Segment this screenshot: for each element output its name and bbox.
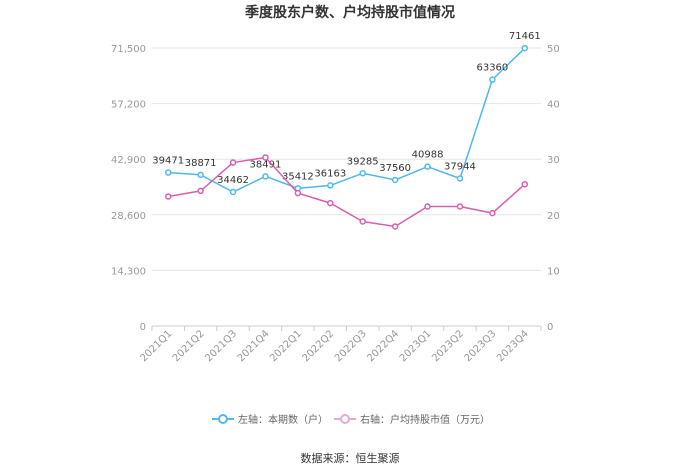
x-axis: 2021Q12021Q22021Q32021Q42022Q12022Q22022…	[138, 326, 542, 364]
point-market-value	[521, 180, 529, 188]
right-axis: 0 10 20 30 40 50	[547, 44, 560, 333]
legend-item-market-value[interactable]: 右轴：户均持股市值（万元）	[334, 413, 490, 426]
point-market-value	[164, 193, 172, 200]
left-tick-label: 71,500	[111, 44, 146, 55]
left-tick-label: 14,300	[111, 266, 146, 277]
legend-item-households[interactable]: 左轴：本期数（户）	[212, 413, 328, 426]
x-tick-label: 2023Q3	[463, 328, 499, 364]
right-tick-label: 20	[547, 211, 560, 222]
x-tick-label: 2021Q2	[171, 328, 207, 364]
data-label-households: 37560	[379, 163, 411, 174]
chart-title: 季度股东户数、户均持股市值情况	[244, 4, 455, 21]
point-market-value	[456, 203, 464, 210]
data-label-households: 35412	[282, 171, 314, 182]
point-market-value	[197, 187, 204, 195]
data-label-households: 37944	[444, 161, 476, 172]
data-label-households: 40988	[412, 150, 444, 161]
data-label-households: 36163	[314, 168, 346, 179]
left-tick-label: 28,600	[111, 211, 146, 222]
data-label-households: 39471	[152, 156, 184, 167]
left-tick-label: 42,900	[111, 155, 146, 166]
data-label-households: 38871	[185, 158, 217, 169]
right-tick-label: 40	[547, 100, 560, 111]
x-tick-label: 2023Q4	[495, 328, 531, 364]
point-households	[229, 188, 237, 196]
point-market-value	[359, 218, 366, 225]
x-tick-label: 2021Q4	[236, 328, 272, 364]
data-label-households: 39285	[347, 156, 379, 167]
x-tick-label: 2022Q1	[268, 328, 304, 364]
left-tick-label: 0	[140, 322, 146, 333]
right-tick-label: 0	[547, 322, 553, 333]
legend[interactable]: 左轴：本期数（户） 右轴：户均持股市值（万元）	[212, 413, 490, 426]
x-tick-label: 2022Q3	[333, 328, 369, 364]
right-tick-label: 50	[547, 44, 560, 55]
point-households	[424, 163, 431, 170]
x-tick-label: 2022Q2	[301, 328, 337, 364]
point-market-value	[262, 154, 269, 161]
point-households	[262, 173, 269, 180]
legend-marker-market-value	[340, 414, 350, 424]
point-market-value	[327, 199, 334, 207]
point-market-value	[424, 203, 431, 210]
legend-label-market-value: 右轴：户均持股市值（万元）	[360, 413, 490, 426]
point-households	[327, 182, 334, 189]
series-line-households	[168, 47, 526, 193]
point-households	[391, 176, 399, 184]
point-market-value	[489, 209, 496, 217]
right-tick-label: 30	[547, 155, 560, 166]
left-tick-label: 57,200	[111, 100, 146, 111]
x-tick-label: 2022Q4	[365, 328, 401, 364]
data-label-households: 34462	[217, 175, 249, 186]
grid-lines	[152, 47, 541, 327]
left-axis: 0 14,300 28,600 42,900 57,200 71,500	[111, 44, 146, 333]
x-tick-label: 2021Q3	[203, 328, 239, 364]
point-market-value	[229, 159, 237, 166]
right-tick-label: 10	[547, 266, 560, 277]
x-tick-label: 2023Q1	[398, 328, 434, 364]
point-households	[359, 170, 366, 177]
data-label-households: 71461	[509, 31, 541, 42]
point-households	[521, 44, 529, 52]
point-market-value	[294, 189, 302, 197]
data-label-households: 38491	[250, 159, 282, 170]
legend-label-households: 左轴：本期数（户）	[238, 413, 328, 426]
data-source: 数据来源：恒生聚源	[301, 451, 400, 465]
x-tick-label: 2021Q1	[138, 328, 174, 364]
data-label-households: 63360	[476, 63, 508, 74]
x-tick-label: 2023Q2	[430, 328, 466, 364]
legend-marker-households	[218, 414, 228, 424]
point-households	[456, 175, 464, 182]
series-line-market-value	[168, 156, 526, 228]
point-households	[489, 76, 496, 83]
point-households	[164, 169, 172, 176]
point-market-value	[391, 223, 399, 230]
point-households	[197, 171, 204, 179]
